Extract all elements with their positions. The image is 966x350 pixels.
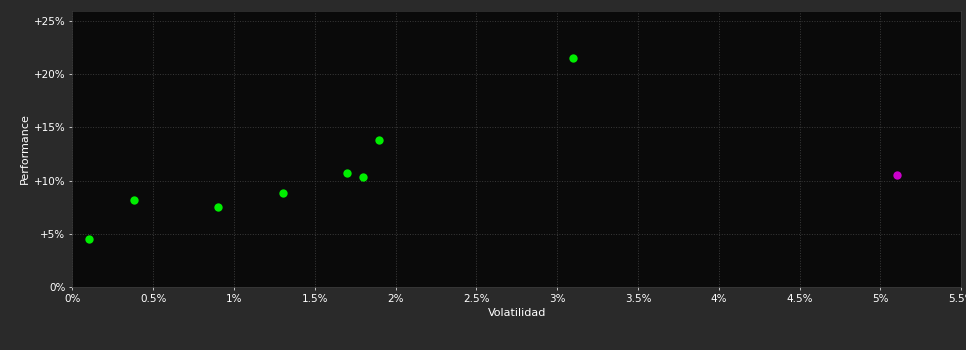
Point	[274, 191, 290, 196]
Point	[211, 204, 226, 210]
Point	[889, 173, 904, 178]
Point	[566, 56, 582, 61]
Point	[372, 138, 387, 143]
Point	[355, 175, 371, 180]
Point	[127, 197, 142, 203]
Y-axis label: Performance: Performance	[19, 113, 30, 184]
Point	[339, 170, 355, 176]
Point	[81, 236, 97, 242]
X-axis label: Volatilidad: Volatilidad	[488, 308, 546, 318]
